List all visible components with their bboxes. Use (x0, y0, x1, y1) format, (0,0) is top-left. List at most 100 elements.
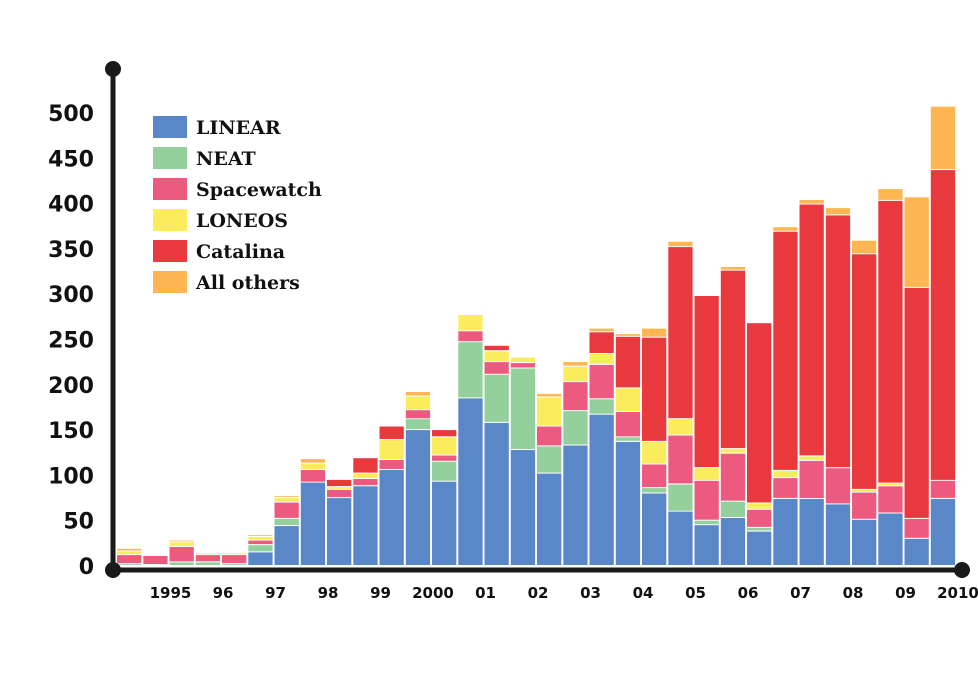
x-tick-label-06: 06 (738, 584, 759, 602)
bar-segment-spacewatch-27 (825, 468, 851, 504)
x-tick-label-02: 02 (528, 584, 549, 602)
bar-segment-neat-3 (195, 562, 221, 565)
bar-segment-spacewatch-5 (248, 540, 273, 545)
bar-segment-loneos-26 (799, 456, 824, 460)
bar-segment-loneos-24 (747, 503, 772, 509)
bar-segment-linear-31 (930, 499, 956, 565)
bar-segment-neat-2 (169, 562, 194, 565)
bar-segment-spacewatch-17 (563, 382, 588, 411)
y-tick-label-200: 200 (48, 374, 94, 399)
bar-segment-loneos-3 (195, 553, 221, 555)
bar-segment-linear-21 (668, 511, 693, 565)
bar-segment-catalina-23 (720, 270, 746, 449)
bar-segment-spacewatch-21 (668, 435, 693, 484)
x-tick-label-2000: 2000 (412, 584, 454, 602)
bar-segment-catalina-19 (615, 336, 641, 388)
bar-segment-loneos-28 (852, 489, 877, 492)
bar-segment-loneos-2 (169, 542, 194, 546)
bar-segment-spacewatch-12 (432, 455, 457, 461)
bar-segment-linear-11 (405, 430, 431, 565)
bar-segment-spacewatch-25 (773, 478, 798, 498)
bar-segment-neat-4 (222, 564, 247, 565)
bar-segment-all-others-18 (589, 328, 614, 332)
bar-segment-spacewatch-30 (904, 518, 929, 538)
bar-segment-neat-11 (405, 419, 431, 430)
x-tick-label-96: 96 (213, 584, 234, 602)
bar-segment-linear-15 (510, 450, 536, 565)
bar-segment-catalina-28 (852, 254, 877, 489)
axes-group (105, 61, 970, 578)
bar-segment-neat-14 (484, 374, 509, 422)
bar-segment-all-others-23 (720, 267, 746, 270)
bar-segment-catalina-24 (747, 323, 772, 503)
bar-segment-neat-6 (274, 518, 299, 526)
bar-segment-loneos-5 (248, 537, 273, 540)
legend-swatch-neat (153, 147, 187, 169)
legend-swatch-loneos (153, 209, 187, 231)
bar-segment-catalina-30 (904, 287, 929, 518)
bar-segment-linear-27 (825, 504, 851, 565)
bar-segment-all-others-0 (117, 548, 142, 551)
y-tick-label-450: 450 (48, 147, 94, 172)
x-tick-labels: 1995 96 97 98 99 2000 01 02 03 04 05 06 07 08 09 2010 (150, 584, 978, 602)
x-axis-end-dot (954, 562, 970, 578)
bar-segment-neat-24 (747, 527, 772, 531)
bar-segment-loneos-17 (563, 366, 588, 382)
bar-segment-linear-9 (353, 486, 378, 565)
bar-segment-spacewatch-15 (510, 363, 536, 368)
legend: LINEAR NEAT Spacewatch LONEOS Catalina All ot… (153, 116, 322, 294)
bar-segment-linear-5 (248, 552, 273, 565)
bar-segment-catalina-18 (589, 332, 614, 353)
bar-segment-loneos-4 (222, 553, 247, 555)
y-tick-label-250: 250 (48, 329, 94, 354)
bar-segment-loneos-19 (615, 388, 641, 411)
bar-segment-spacewatch-8 (327, 489, 352, 498)
bar-segment-catalina-27 (825, 215, 851, 468)
y-axis-end-dot (105, 61, 121, 77)
legend-label-loneos: LONEOS (196, 210, 288, 232)
bar-segment-catalina-31 (930, 170, 956, 480)
bar-segment-loneos-23 (720, 449, 746, 453)
bars-group (117, 106, 956, 565)
legend-label-linear: LINEAR (196, 117, 281, 139)
x-tick-label-97: 97 (265, 584, 286, 602)
bar-segment-neat-19 (615, 437, 641, 441)
x-tick-label-09: 09 (895, 584, 916, 602)
legend-label-spacewatch: Spacewatch (196, 179, 322, 201)
x-tick-label-1995: 1995 (150, 584, 192, 602)
bar-segment-linear-29 (878, 513, 903, 565)
bar-segment-all-others-26 (799, 200, 824, 204)
bar-segment-catalina-21 (668, 247, 693, 419)
bar-segment-linear-7 (300, 482, 326, 565)
bar-segment-neat-21 (668, 484, 693, 511)
bar-segment-all-others-17 (563, 362, 588, 366)
bar-segment-all-others-16 (537, 393, 562, 397)
bar-segment-catalina-20 (642, 337, 667, 441)
x-tick-label-98: 98 (318, 584, 339, 602)
bar-segment-catalina-26 (799, 204, 824, 456)
bar-segment-spacewatch-20 (642, 464, 667, 488)
bar-segment-catalina-10 (379, 426, 404, 440)
bar-segment-linear-25 (773, 499, 798, 565)
bar-segment-neat-13 (458, 342, 483, 398)
y-tick-label-100: 100 (48, 464, 94, 489)
bar-segment-linear-17 (563, 445, 588, 565)
bar-segment-neat-16 (537, 446, 562, 473)
bar-segment-spacewatch-16 (537, 426, 562, 446)
bar-segment-loneos-20 (642, 441, 667, 464)
legend-label-catalina: Catalina (196, 241, 285, 263)
y-tick-label-150: 150 (48, 419, 94, 444)
bar-segment-loneos-12 (432, 437, 457, 455)
bar-segment-linear-13 (458, 398, 483, 565)
bar-segment-linear-16 (537, 473, 562, 565)
bar-segment-neat-18 (589, 399, 614, 414)
bar-segment-spacewatch-10 (379, 460, 404, 469)
bar-segment-linear-28 (852, 519, 877, 565)
bar-segment-catalina-12 (432, 430, 457, 437)
y-tick-label-500: 500 (48, 102, 94, 127)
bar-segment-spacewatch-3 (195, 555, 221, 562)
bar-segment-spacewatch-18 (589, 364, 614, 399)
bar-segment-spacewatch-2 (169, 547, 194, 562)
bar-segment-spacewatch-19 (615, 412, 641, 437)
